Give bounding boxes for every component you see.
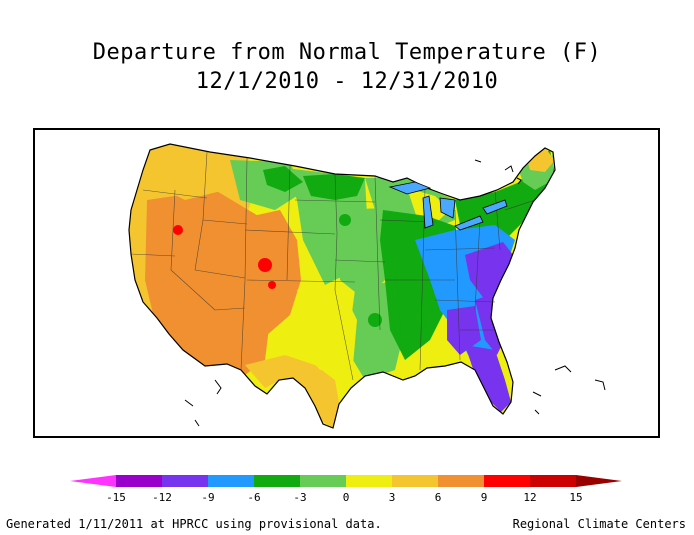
legend-tick: -6 (247, 491, 260, 504)
legend-swatch-6-9 (438, 475, 484, 487)
us-outline (128, 143, 556, 429)
legend-tick: -3 (293, 491, 306, 504)
legend-tick: 6 (435, 491, 442, 504)
legend-swatch-12-15 (530, 475, 576, 487)
legend-tick: -15 (106, 491, 126, 504)
great-lakes (388, 181, 508, 231)
map-frame (33, 128, 660, 438)
title-line-1: Departure from Normal Temperature (F) (92, 40, 602, 65)
legend-swatch-m15-m12 (116, 475, 162, 487)
legend-swatch-3-6 (392, 475, 438, 487)
legend-tick: -12 (152, 491, 172, 504)
us-temperature-map (128, 143, 606, 429)
legend-swatch-m9-m6 (208, 475, 254, 487)
legend-tick: 9 (481, 491, 488, 504)
legend-swatch-0-3 (346, 475, 392, 487)
legend-swatch-above-15 (576, 475, 622, 487)
legend-tick: 3 (389, 491, 396, 504)
credit-label: Regional Climate Centers (512, 517, 686, 531)
coast-islands (184, 159, 606, 427)
legend-tick: -9 (201, 491, 214, 504)
legend-tick: 12 (523, 491, 536, 504)
legend-swatch-m12-m9 (162, 475, 208, 487)
map-title: Departure from Normal Temperature (F) 12… (0, 38, 694, 96)
legend-swatch-9-12 (484, 475, 530, 487)
generated-note: Generated 1/11/2011 at HPRCC using provi… (6, 517, 382, 531)
legend-tick: 0 (343, 491, 350, 504)
title-line-2: 12/1/2010 - 12/31/2010 (195, 69, 499, 94)
color-legend: -15 -12 -9 -6 -3 0 3 6 9 12 15 (70, 475, 622, 504)
temperature-fields (129, 144, 555, 428)
legend-swatch-below-15 (70, 475, 116, 487)
legend-swatch-m6-m3 (254, 475, 300, 487)
legend-swatch-m3-0 (300, 475, 346, 487)
legend-tick: 15 (569, 491, 582, 504)
